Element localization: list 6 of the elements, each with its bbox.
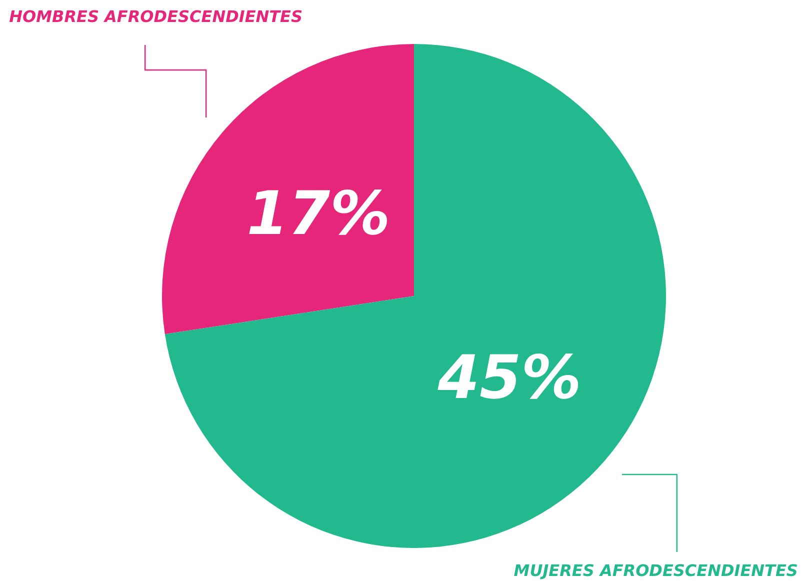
slice-label: MUJERES AFRODESCENDIENTES xyxy=(514,561,798,580)
slice-label: HOMBRES AFRODESCENDIENTES xyxy=(9,7,303,26)
data-label: 45% xyxy=(436,343,582,414)
pie-slice xyxy=(162,44,414,334)
data-label: 17% xyxy=(246,178,390,249)
pie-slice xyxy=(164,44,666,548)
